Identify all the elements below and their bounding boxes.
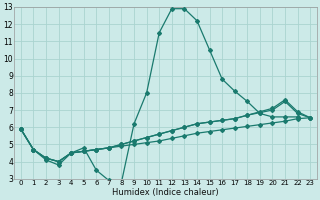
X-axis label: Humidex (Indice chaleur): Humidex (Indice chaleur) <box>112 188 219 197</box>
